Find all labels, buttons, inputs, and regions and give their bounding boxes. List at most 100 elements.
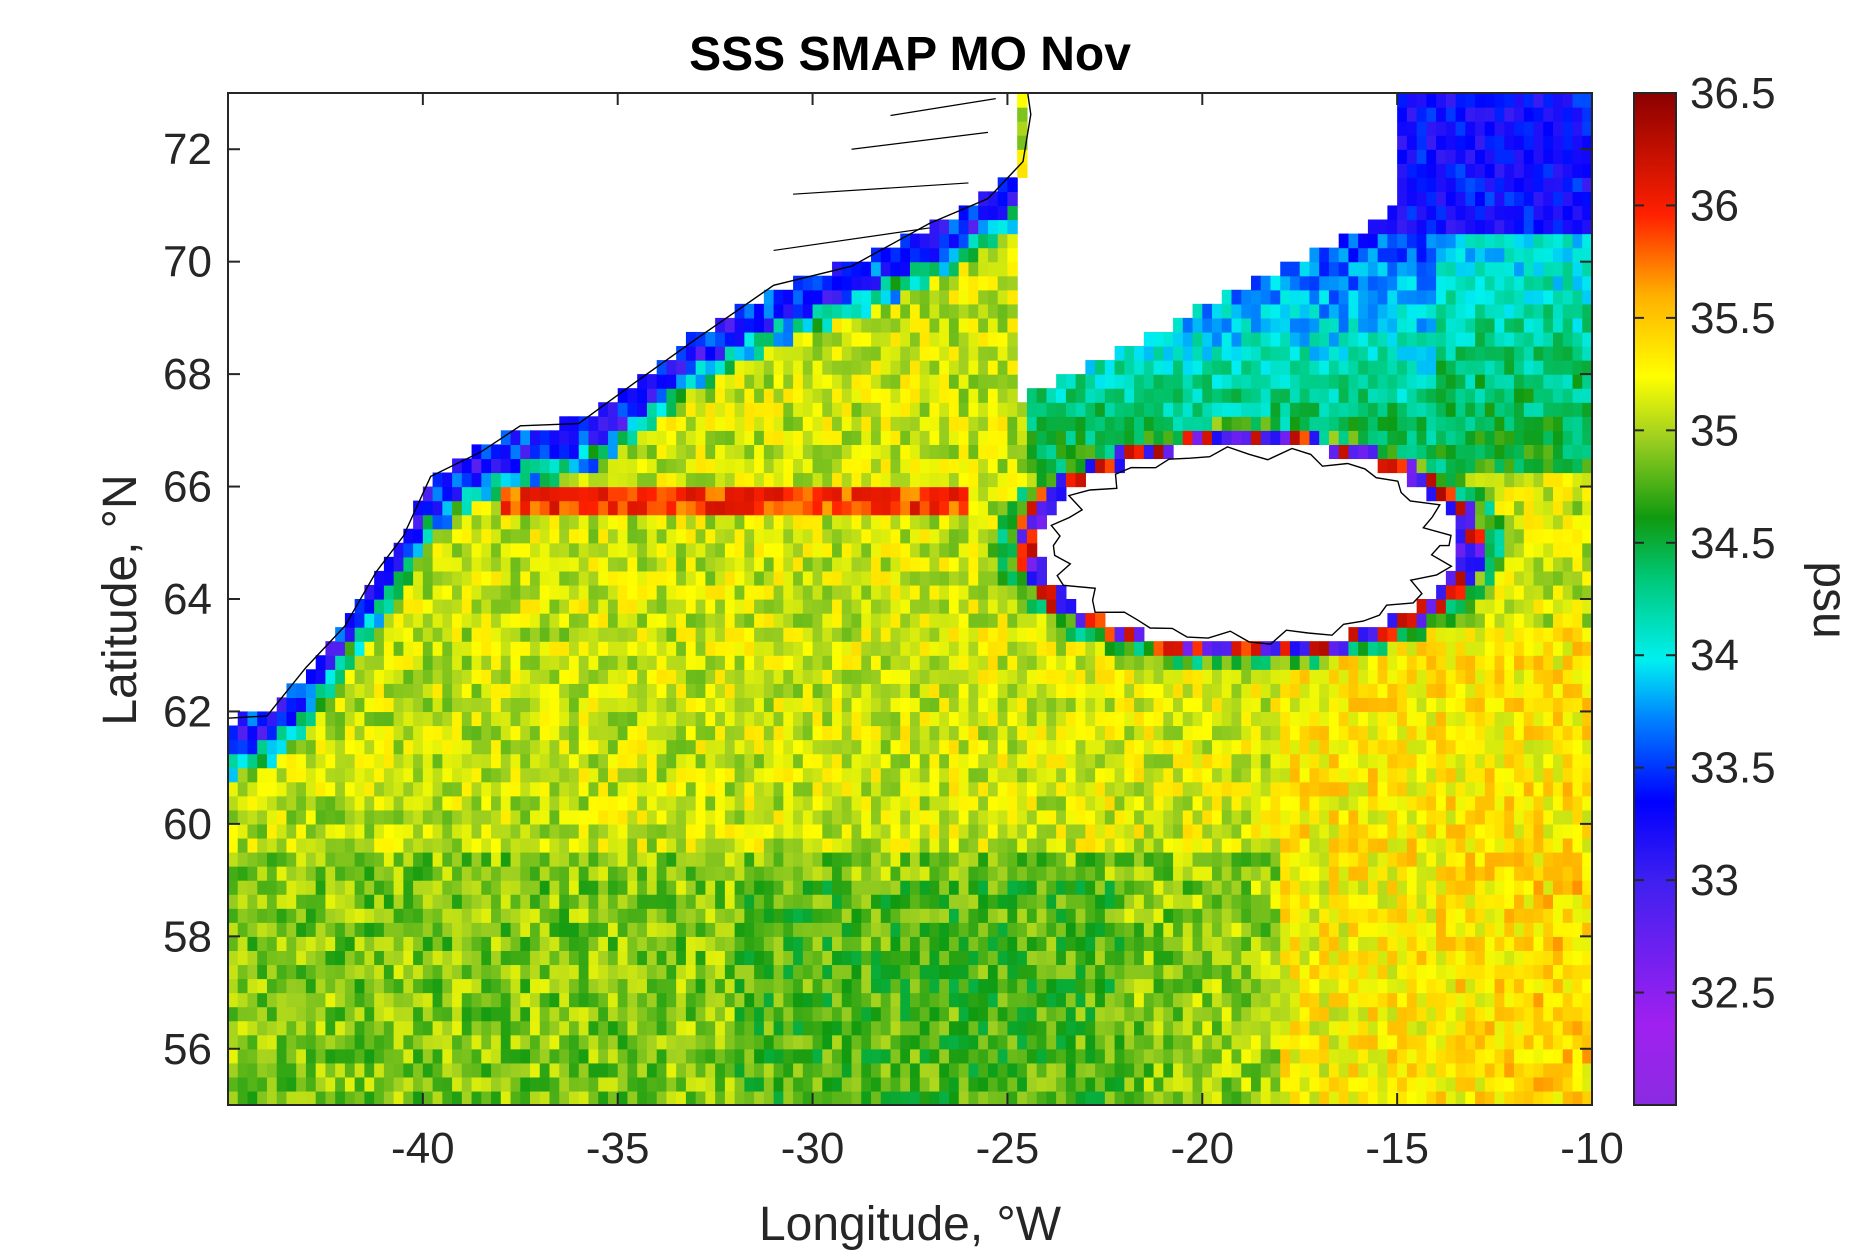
heatmap-cell xyxy=(1221,430,1233,445)
heatmap-cell xyxy=(773,964,784,980)
heatmap-cell xyxy=(1173,317,1184,333)
heatmap-cell xyxy=(422,556,434,572)
heatmap-cell xyxy=(413,1006,424,1022)
heatmap-cell xyxy=(1202,1020,1213,1036)
heatmap-cell xyxy=(549,880,560,895)
heatmap-cell xyxy=(822,1090,833,1105)
heatmap-cell xyxy=(783,936,794,951)
heatmap-cell xyxy=(637,739,648,755)
heatmap-cell xyxy=(1192,711,1203,727)
heatmap-cell xyxy=(1026,1034,1038,1050)
heatmap-cell xyxy=(296,823,307,839)
heatmap-cell xyxy=(968,725,979,741)
heatmap-cell xyxy=(374,1006,385,1022)
heatmap-cell xyxy=(715,374,726,389)
heatmap-cell xyxy=(1182,781,1194,797)
heatmap-cell xyxy=(520,767,531,783)
heatmap-cell xyxy=(344,1048,356,1064)
heatmap-cell xyxy=(1007,613,1018,628)
heatmap-cell xyxy=(1007,978,1018,994)
heatmap-cell xyxy=(968,205,979,221)
heatmap-cell xyxy=(958,303,970,319)
heatmap-cell xyxy=(383,922,395,937)
heatmap-cell xyxy=(471,852,482,867)
heatmap-cell xyxy=(354,781,365,797)
heatmap-cell xyxy=(705,908,716,923)
heatmap-cell xyxy=(812,894,823,909)
heatmap-cell xyxy=(607,936,619,951)
heatmap-cell xyxy=(812,655,823,670)
heatmap-cell xyxy=(607,950,619,966)
heatmap-cell xyxy=(695,908,706,923)
heatmap-cell xyxy=(247,753,258,769)
heatmap-cell xyxy=(461,655,473,670)
heatmap-cell xyxy=(578,556,590,572)
heatmap-cell xyxy=(997,360,1009,375)
heatmap-cell xyxy=(549,922,560,937)
heatmap-cell xyxy=(374,697,385,713)
heatmap-cell xyxy=(1007,922,1018,937)
heatmap-cell xyxy=(1007,697,1018,713)
heatmap-cell xyxy=(305,683,317,698)
heatmap-cell xyxy=(1036,613,1047,628)
heatmap-cell xyxy=(637,486,648,502)
heatmap-cell xyxy=(646,599,658,614)
heatmap-cell xyxy=(325,978,336,994)
heatmap-cell xyxy=(432,528,443,544)
heatmap-cell xyxy=(910,416,921,431)
heatmap-cell xyxy=(861,711,872,727)
heatmap-cell xyxy=(861,1090,872,1105)
heatmap-cell xyxy=(900,725,911,741)
heatmap-cell xyxy=(832,725,843,741)
heatmap-cell xyxy=(919,570,931,586)
heatmap-cell xyxy=(978,430,989,445)
heatmap-cell xyxy=(393,669,404,684)
heatmap-cell xyxy=(948,486,960,502)
heatmap-cell xyxy=(1212,964,1223,980)
heatmap-cell xyxy=(607,894,619,909)
heatmap-cell xyxy=(1075,964,1086,980)
heatmap-cell xyxy=(559,683,570,698)
heatmap-cell xyxy=(646,837,658,853)
heatmap-cell xyxy=(666,922,677,937)
heatmap-cell xyxy=(1212,303,1223,319)
heatmap-cell xyxy=(744,317,755,333)
heatmap-cell xyxy=(471,1062,482,1078)
heatmap-cell xyxy=(948,584,960,600)
heatmap-cell xyxy=(646,374,658,389)
heatmap-cell xyxy=(578,500,590,516)
heatmap-cell xyxy=(929,599,940,614)
heatmap-cell xyxy=(890,781,901,797)
heatmap-cell xyxy=(598,922,609,937)
heatmap-cell xyxy=(948,247,960,263)
heatmap-cell xyxy=(452,542,463,558)
heatmap-cell xyxy=(374,613,385,628)
heatmap-cell xyxy=(910,500,921,516)
heatmap-cell xyxy=(646,950,658,966)
heatmap-cell xyxy=(1065,978,1077,994)
heatmap-cell xyxy=(1046,795,1057,811)
heatmap-cell xyxy=(442,556,453,572)
heatmap-cell xyxy=(861,936,872,951)
heatmap-cell xyxy=(266,1090,278,1105)
heatmap-cell xyxy=(1007,402,1018,417)
heatmap-cell xyxy=(1212,1034,1223,1050)
heatmap-cell xyxy=(442,1076,453,1092)
heatmap-cell xyxy=(452,486,463,502)
heatmap-cell xyxy=(832,289,843,305)
heatmap-cell xyxy=(237,950,249,966)
heatmap-cell xyxy=(491,514,502,530)
heatmap-cell xyxy=(793,317,804,333)
heatmap-cell xyxy=(695,388,706,403)
heatmap-cell xyxy=(637,837,648,853)
heatmap-cell xyxy=(1114,1034,1125,1050)
heatmap-cell xyxy=(812,1076,823,1092)
heatmap-cell xyxy=(354,725,365,741)
heatmap-cell xyxy=(1095,978,1106,994)
heatmap-cell xyxy=(695,1090,706,1105)
heatmap-cell xyxy=(987,669,999,684)
heatmap-cell xyxy=(383,599,395,614)
heatmap-cell xyxy=(1056,725,1067,741)
heatmap-cell xyxy=(569,514,580,530)
heatmap-cell xyxy=(1114,908,1125,923)
